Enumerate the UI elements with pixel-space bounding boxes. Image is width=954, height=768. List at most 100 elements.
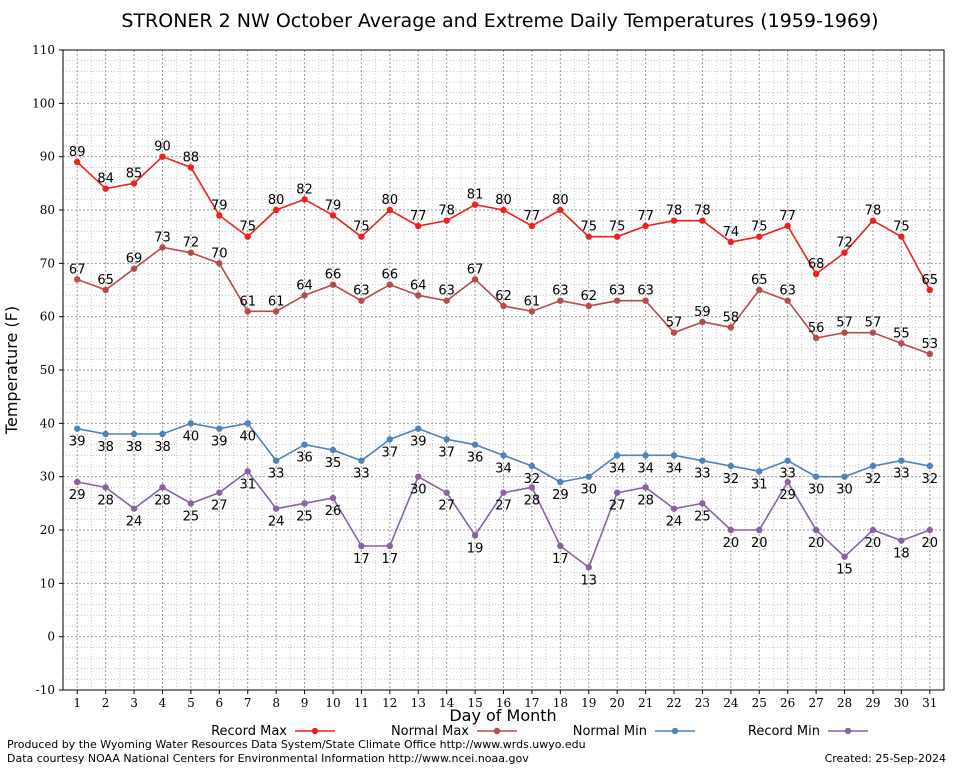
normal-min-data-label: 37: [382, 445, 399, 460]
normal-max-point: [869, 329, 877, 336]
normal-max-data-label: 65: [751, 273, 768, 288]
record-min-data-label: 20: [922, 536, 939, 551]
normal-min-data-label: 34: [666, 461, 683, 476]
record-max-data-label: 79: [211, 198, 228, 213]
record-max-point: [898, 233, 905, 240]
normal-max-data-label: 56: [808, 321, 825, 336]
record-min-data-label: 24: [126, 515, 143, 530]
record-max-point: [756, 233, 763, 240]
legend-label-normal-min: Normal Min: [573, 724, 647, 739]
record-max-point: [386, 206, 394, 214]
normal-min-data-label: 36: [296, 451, 313, 466]
record-min-point: [557, 542, 564, 550]
normal-min-data-label: 32: [922, 472, 939, 487]
normal-min-data-label: 31: [751, 477, 768, 492]
record-min-point: [727, 526, 735, 534]
record-min-data-label: 24: [268, 515, 285, 530]
record-max-point: [443, 217, 450, 224]
normal-min-data-label: 39: [410, 435, 427, 450]
normal-max-data-label: 67: [69, 262, 86, 277]
record-max-point: [130, 180, 138, 187]
normal-min-point: [727, 462, 735, 470]
record-min-data-label: 27: [495, 499, 512, 514]
record-min-data-label: 20: [865, 536, 882, 551]
record-max-point: [926, 286, 933, 294]
normal-min-data-label: 34: [609, 461, 626, 476]
normal-min-point: [812, 473, 820, 480]
record-min-point: [585, 564, 592, 571]
record-max-point: [784, 222, 791, 230]
record-min-data-label: 13: [580, 573, 597, 588]
record-max-data-label: 85: [126, 166, 143, 181]
normal-max-data-label: 63: [637, 284, 654, 299]
record-min-point: [301, 500, 308, 507]
normal-min-point: [585, 473, 592, 480]
y-axis-label: Temperature (F): [2, 306, 21, 435]
normal-max-data-label: 65: [97, 273, 114, 288]
x-tick-label: 8: [272, 696, 280, 710]
normal-min-data-label: 36: [467, 451, 484, 466]
normal-max-point: [642, 297, 649, 304]
x-tick-label: 2: [102, 696, 110, 710]
record-max-point: [159, 153, 166, 160]
record-min-point: [784, 478, 791, 486]
normal-min-point: [471, 441, 479, 448]
x-tick-label: 10: [325, 696, 340, 710]
normal-min-point: [216, 425, 223, 432]
x-tick-label: 18: [553, 696, 568, 710]
normal-max-point: [159, 244, 166, 251]
normal-min-point: [642, 452, 649, 459]
record-min-data-label: 27: [438, 499, 455, 514]
normal-max-data-label: 55: [893, 326, 910, 341]
normal-max-data-label: 57: [865, 316, 882, 331]
x-tick-label: 20: [610, 696, 625, 710]
record-min-data-label: 29: [779, 488, 796, 503]
x-tick-label: 3: [130, 696, 138, 710]
y-tick-label: 10: [40, 576, 55, 590]
record-min-point: [528, 484, 536, 491]
record-max-data-label: 75: [893, 220, 910, 235]
record-min-point: [102, 484, 109, 491]
y-tick-label: 20: [40, 523, 55, 537]
normal-min-point: [528, 462, 536, 470]
normal-min-point: [358, 457, 365, 464]
record-min-point: [159, 484, 166, 491]
normal-min-point: [926, 462, 933, 470]
normal-max-point: [415, 292, 422, 299]
footer-created: Created: 25-Sep-2024: [824, 752, 946, 765]
normal-max-data-label: 61: [524, 294, 541, 309]
record-min-point: [329, 494, 337, 502]
normal-max-data-label: 61: [268, 294, 285, 309]
x-tick-label: 17: [524, 696, 539, 710]
record-max-point: [471, 201, 479, 208]
normal-max-point: [216, 260, 223, 267]
record-max-data-label: 89: [69, 145, 86, 160]
x-tick-label: 4: [159, 696, 167, 710]
normal-min-data-label: 32: [865, 472, 882, 487]
legend-marker-normal-min: [671, 727, 679, 735]
normal-min-data-label: 38: [126, 440, 143, 455]
normal-min-point: [699, 457, 706, 464]
record-min-point: [272, 505, 280, 512]
record-min-point: [500, 489, 507, 496]
normal-min-point: [898, 457, 905, 464]
record-max-data-label: 80: [268, 193, 285, 208]
record-min-data-label: 15: [836, 563, 853, 578]
record-max-data-label: 75: [580, 220, 597, 235]
x-tick-label: 9: [301, 696, 309, 710]
normal-min-data-label: 34: [495, 461, 512, 476]
record-max-point: [585, 233, 592, 240]
record-min-point: [74, 478, 81, 486]
x-tick-label: 7: [244, 696, 252, 710]
record-min-point: [187, 500, 195, 507]
x-tick-label: 6: [215, 696, 223, 710]
normal-min-point: [869, 462, 877, 470]
x-tick-label: 16: [496, 696, 511, 710]
x-tick-label: 24: [723, 696, 739, 710]
record-max-data-label: 65: [922, 273, 939, 288]
record-min-point: [386, 542, 394, 550]
record-max-data-label: 74: [723, 225, 740, 240]
record-min-point: [642, 484, 649, 491]
normal-max-data-label: 63: [552, 284, 569, 299]
record-max-data-label: 77: [779, 209, 796, 224]
